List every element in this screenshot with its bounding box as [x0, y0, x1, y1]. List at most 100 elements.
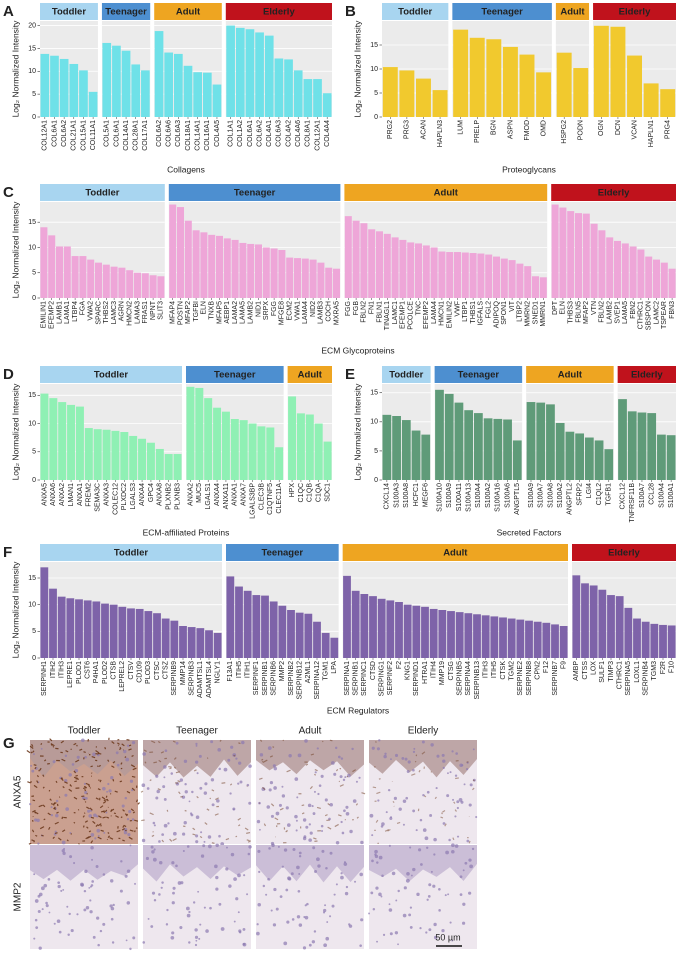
- nucleus: [248, 801, 252, 805]
- x-tick-label: EMILIN1: [41, 301, 48, 328]
- nucleus: [464, 861, 468, 865]
- nucleus: [188, 800, 191, 803]
- bar: [533, 621, 542, 658]
- nucleus: [287, 823, 291, 827]
- nucleus: [397, 943, 399, 946]
- nucleus: [378, 855, 383, 860]
- bar: [266, 427, 275, 480]
- stain: [95, 750, 100, 754]
- stain: [313, 837, 317, 840]
- nucleus: [372, 908, 376, 911]
- stain: [49, 738, 53, 742]
- x-tick-label: EFEMP1: [400, 301, 407, 329]
- nucleus: [339, 775, 343, 779]
- bar: [594, 440, 604, 480]
- stain: [135, 799, 139, 803]
- stain: [316, 806, 321, 810]
- nucleus: [302, 946, 307, 950]
- bar: [252, 595, 261, 658]
- x-tick-label: CTSD: [370, 661, 377, 680]
- nucleus: [153, 848, 156, 851]
- stain: [418, 769, 421, 773]
- bar: [121, 50, 131, 117]
- x-tick-label: SNED1: [532, 301, 539, 324]
- nucleus: [273, 887, 277, 892]
- stain: [50, 743, 53, 746]
- facet-strip: [154, 3, 222, 20]
- stain: [184, 809, 187, 812]
- x-tick-label: PRG4: [665, 120, 672, 139]
- epidermis: [369, 740, 477, 778]
- bar: [235, 27, 245, 117]
- nucleus: [309, 831, 313, 835]
- nucleus: [182, 849, 185, 852]
- x-tick-label: COL14A1: [123, 120, 130, 151]
- nucleus: [468, 803, 472, 807]
- nucleus: [257, 849, 261, 853]
- nucleus: [402, 799, 407, 803]
- y-tick-label: 15: [28, 392, 36, 399]
- nucleus: [297, 889, 301, 893]
- x-tick-label: LAMB3: [318, 301, 325, 324]
- bar: [464, 613, 473, 658]
- nucleus: [91, 880, 94, 883]
- nucleus: [121, 804, 125, 808]
- bar: [275, 447, 284, 480]
- nucleus: [462, 902, 466, 906]
- y-tick-label: 0: [32, 477, 36, 484]
- nucleus: [295, 829, 298, 832]
- bar: [493, 418, 503, 480]
- nucleus: [359, 944, 362, 947]
- nucleus: [214, 864, 218, 869]
- bar: [278, 250, 286, 298]
- nucleus: [225, 867, 229, 871]
- nucleus: [402, 913, 407, 918]
- stain: [173, 757, 177, 760]
- x-tick-label: VTN: [591, 301, 598, 315]
- nucleus: [278, 803, 282, 807]
- stain: [101, 796, 106, 800]
- bar: [88, 91, 98, 117]
- bar: [546, 404, 555, 480]
- nucleus: [335, 883, 338, 886]
- stain: [95, 824, 99, 827]
- x-tick-label: ANGPTL5: [514, 483, 521, 515]
- bar: [66, 598, 75, 658]
- nucleus: [428, 883, 432, 887]
- stain: [215, 797, 219, 801]
- x-tick-label: ADAMTSL1: [197, 661, 204, 698]
- bar: [481, 615, 490, 658]
- x-tick-label: TIMP3: [608, 661, 615, 682]
- facet-strip: [287, 366, 332, 383]
- y-tick-label: 0: [374, 114, 378, 121]
- nucleus: [388, 903, 391, 906]
- bar: [248, 423, 257, 480]
- nucleus: [368, 912, 370, 915]
- nucleus: [179, 926, 183, 930]
- scale-bar-label: 50 µm: [435, 932, 460, 942]
- facet-label: Teenager: [262, 548, 304, 559]
- stain: [90, 816, 95, 819]
- x-tick-label: SBSPON: [646, 301, 653, 330]
- bar: [118, 606, 127, 658]
- nucleus: [397, 889, 400, 893]
- stain: [32, 799, 36, 802]
- stain: [204, 822, 208, 825]
- bar: [383, 233, 391, 298]
- nucleus: [163, 823, 168, 828]
- nucleus: [198, 937, 201, 940]
- nucleus: [420, 863, 423, 866]
- nucleus: [202, 844, 206, 848]
- nucleus: [195, 840, 199, 844]
- bar: [212, 84, 222, 117]
- nucleus: [271, 843, 275, 848]
- bar: [621, 243, 629, 298]
- x-tick-label: MMP19: [439, 661, 446, 685]
- x-tick-label: EFEMP2: [423, 301, 430, 329]
- nucleus: [84, 755, 87, 759]
- nucleus: [141, 838, 146, 843]
- nucleus: [409, 906, 413, 909]
- bar: [525, 620, 533, 658]
- stain: [34, 811, 39, 815]
- stain: [444, 823, 447, 827]
